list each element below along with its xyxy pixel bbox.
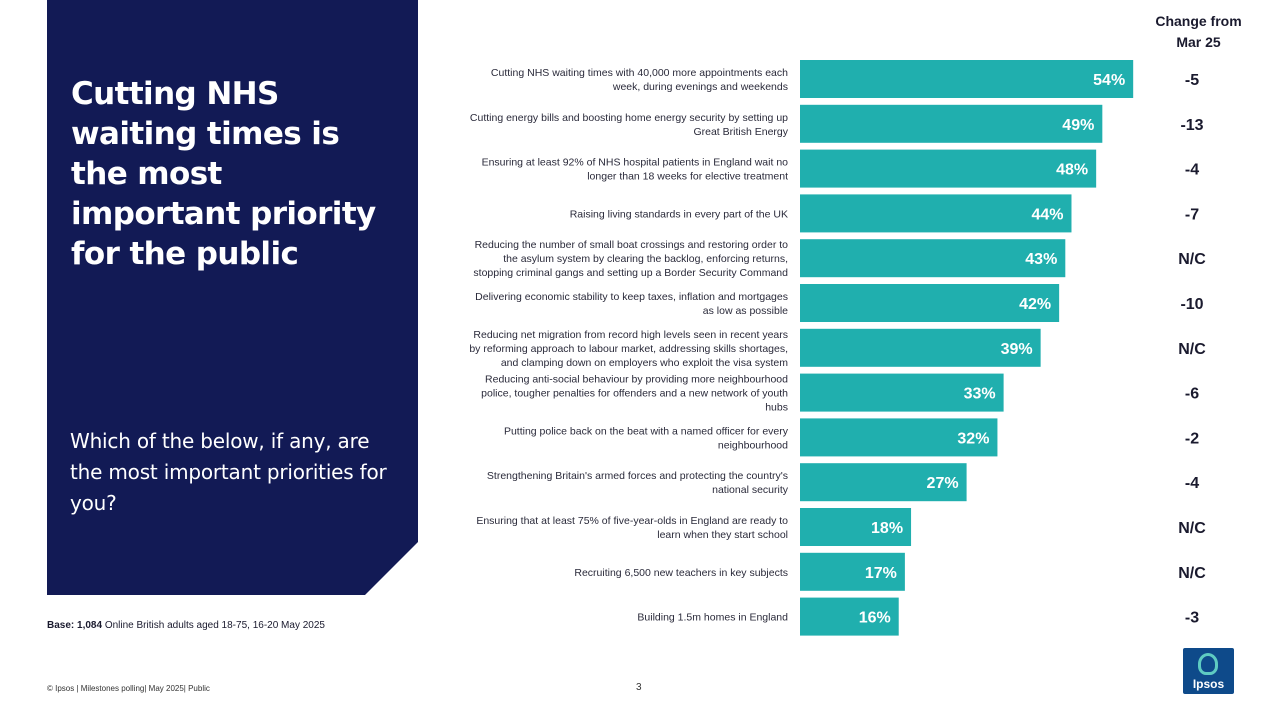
base-note: Base: 1,084 Online British adults aged 1… (47, 620, 325, 631)
bar-value-label: 32% (957, 430, 989, 447)
category-label-line: Ensuring that at least 75% of five-year-… (476, 515, 788, 527)
bar (800, 418, 998, 457)
bar (800, 552, 905, 591)
bar-value-label: 49% (1062, 117, 1094, 134)
category-label-line: Reducing net migration from record high … (473, 329, 788, 341)
bar (800, 284, 1060, 322)
category-label-line: Reducing anti-social behaviour by provid… (485, 374, 788, 386)
category-label-line: Cutting energy bills and boosting home e… (470, 112, 788, 124)
bar (800, 60, 1134, 98)
category-label-line: hubs (765, 402, 788, 414)
category-label: Building 1.5m homes in England (637, 612, 788, 624)
category-label-line: Delivering economic stability to keep ta… (475, 291, 788, 303)
category-label-line: Great British Energy (693, 126, 788, 138)
category-label: Reducing anti-social behaviour by provid… (481, 374, 788, 414)
base-text: Online British adults aged 18-75, 16-20 … (102, 620, 325, 631)
base-label: Base: 1,084 (47, 620, 103, 631)
page-number: 3 (636, 682, 642, 693)
category-label-line: neighbourhood (718, 439, 788, 451)
bar-value-label: 16% (859, 610, 891, 627)
bar (800, 328, 1041, 367)
category-label-line: the asylum system by clearing the backlo… (503, 253, 788, 265)
bar (800, 194, 1072, 233)
category-label: Ensuring at least 92% of NHS hospital pa… (482, 157, 789, 183)
category-label-line: by reforming approach to labour market, … (469, 343, 788, 355)
question-text: Which of the below, if any, are the most… (70, 429, 387, 515)
category-label: Raising living standards in every part o… (570, 208, 788, 220)
change-header-line1: Change from (1155, 13, 1242, 29)
change-value: -10 (1180, 296, 1203, 313)
change-value: -7 (1185, 206, 1199, 223)
change-column-header: Change from Mar 25 (1140, 11, 1257, 53)
category-label-line: stopping criminal gangs and setting up a… (473, 267, 788, 279)
bar-value-label: 42% (1019, 296, 1051, 313)
change-value: N/C (1178, 251, 1206, 268)
change-value: N/C (1178, 520, 1206, 537)
change-value: -5 (1185, 72, 1199, 89)
category-label-line: Recruiting 6,500 new teachers in key sub… (574, 567, 788, 579)
change-header-line2: Mar 25 (1176, 34, 1221, 50)
left-panel: Cutting NHS waiting times is the most im… (47, 0, 418, 595)
bar (800, 239, 1066, 278)
category-label-line: Building 1.5m homes in England (637, 612, 788, 624)
bar (800, 149, 1097, 188)
category-label: Delivering economic stability to keep ta… (475, 291, 788, 317)
bar (800, 463, 967, 502)
category-label: Recruiting 6,500 new teachers in key sub… (574, 567, 788, 579)
category-label: Reducing net migration from record high … (469, 329, 788, 369)
change-value: -4 (1185, 475, 1199, 492)
change-value: -3 (1185, 610, 1199, 627)
category-label-line: week, during evenings and weekends (612, 81, 788, 93)
bar-value-label: 33% (964, 386, 996, 403)
category-label-line: longer than 18 weeks for elective treatm… (587, 171, 788, 183)
change-value: -13 (1180, 117, 1203, 134)
bar-value-label: 54% (1093, 72, 1125, 89)
category-label-line: as low as possible (703, 305, 788, 317)
category-label-line: Strengthening Britain's armed forces and… (487, 470, 788, 482)
change-value: N/C (1178, 341, 1206, 358)
ipsos-logo-mark-icon (1198, 653, 1218, 675)
category-label-line: and clamping down on employers who explo… (501, 357, 788, 369)
category-label: Ensuring that at least 75% of five-year-… (476, 515, 788, 541)
category-label: Reducing the number of small boat crossi… (473, 239, 788, 279)
category-label: Cutting NHS waiting times with 40,000 mo… (491, 67, 788, 93)
ipsos-logo: Ipsos (1183, 648, 1234, 694)
bar-value-label: 39% (1001, 341, 1033, 358)
category-label-line: learn when they start school (657, 529, 788, 541)
change-value: -4 (1185, 162, 1199, 179)
category-label-line: police, tougher penalties for offenders … (481, 388, 788, 400)
category-label-line: Ensuring at least 92% of NHS hospital pa… (482, 157, 789, 169)
bar-value-label: 48% (1056, 162, 1088, 179)
bar (800, 373, 1004, 412)
category-label-line: Raising living standards in every part o… (570, 208, 788, 220)
bar (800, 597, 899, 636)
category-label: Strengthening Britain's armed forces and… (487, 470, 789, 496)
bar (800, 104, 1103, 143)
bar-value-label: 18% (871, 520, 903, 537)
bar-value-label: 27% (927, 475, 959, 492)
change-value: N/C (1178, 565, 1206, 582)
ipsos-logo-text: Ipsos (1192, 677, 1225, 691)
priorities-bar-chart: 54% Cutting NHS waiting times with 40,000… (469, 60, 1206, 636)
headline: Cutting NHS waiting times is the most im… (71, 76, 376, 272)
category-label-line: national security (712, 484, 789, 496)
category-label-line: Putting police back on the beat with a n… (504, 425, 789, 437)
change-value: -6 (1185, 386, 1199, 403)
footer-copyright: © Ipsos | Milestones polling| May 2025| … (47, 684, 210, 693)
bar-value-label: 43% (1025, 251, 1057, 268)
category-label-line: Cutting NHS waiting times with 40,000 mo… (491, 67, 788, 79)
bar-value-label: 44% (1031, 206, 1063, 223)
bar (800, 508, 912, 546)
category-label: Putting police back on the beat with a n… (504, 425, 789, 451)
category-label-line: Reducing the number of small boat crossi… (475, 239, 789, 251)
change-value: -2 (1185, 430, 1199, 447)
category-label: Cutting energy bills and boosting home e… (470, 112, 789, 138)
bar-value-label: 17% (865, 565, 897, 582)
